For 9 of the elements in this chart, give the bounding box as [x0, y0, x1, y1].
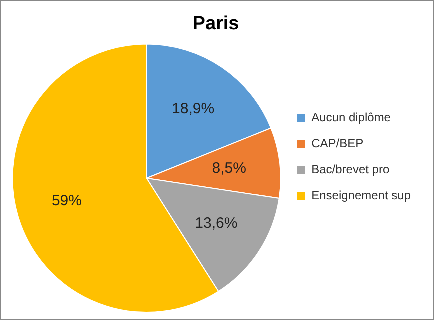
- data-label: 8,5%: [212, 160, 246, 177]
- chart-title: Paris: [192, 14, 240, 35]
- legend-label: CAP/BEP: [312, 136, 364, 150]
- legend-label: Bac/brevet pro: [312, 162, 390, 176]
- data-label: 59%: [52, 192, 82, 210]
- legend-label: Aucun diplôme: [312, 110, 392, 124]
- data-label: 18,9%: [172, 100, 215, 118]
- data-label: 13,6%: [195, 214, 238, 232]
- legend-label: Enseignement sup: [312, 188, 412, 202]
